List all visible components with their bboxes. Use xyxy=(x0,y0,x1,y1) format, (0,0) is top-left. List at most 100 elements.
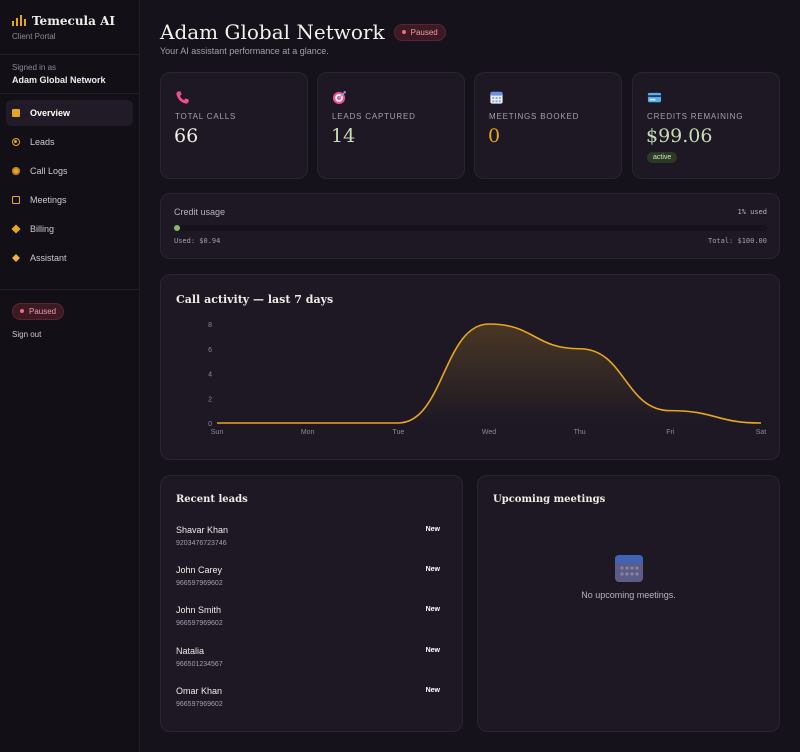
lead-status: New xyxy=(425,687,440,694)
page-header: Adam Global Network Paused xyxy=(160,20,446,44)
stat-value: 0 xyxy=(488,125,501,147)
list-item[interactable]: Shavar Khan 9203476723746 New xyxy=(176,525,440,555)
status-dot-icon xyxy=(20,309,24,313)
chart-title: Call activity — last 7 days xyxy=(176,293,334,306)
credit-used-text: Used: $0.94 xyxy=(174,237,221,245)
recent-leads-title: Recent leads xyxy=(176,494,248,505)
stat-card-meetings-booked: MEETINGS BOOKED 0 xyxy=(474,72,622,179)
x-tick-label: Thu xyxy=(574,429,586,436)
lead-phone: 9203476723746 xyxy=(176,540,227,547)
sidebar-item-assistant[interactable]: Assistant xyxy=(6,245,133,271)
account-info: Signed in as Adam Global Network xyxy=(0,55,139,93)
upcoming-meetings-card: Upcoming meetings No upcoming meetings. xyxy=(477,475,780,732)
target-icon xyxy=(332,91,346,105)
lead-phone: 966501234567 xyxy=(176,661,223,668)
list-item[interactable]: John Smith 966597969602 New xyxy=(176,605,440,635)
lead-phone: 966597969602 xyxy=(176,580,223,587)
page-title: Adam Global Network xyxy=(160,20,385,44)
active-badge: active xyxy=(647,152,678,163)
x-tick-label: Mon xyxy=(301,429,315,436)
stat-value: 66 xyxy=(174,125,199,147)
y-tick-label: 2 xyxy=(208,396,212,403)
sidebar-item-call-logs[interactable]: Call Logs xyxy=(6,158,133,184)
lead-phone: 966597969602 xyxy=(176,620,223,627)
sidebar-item-billing[interactable]: Billing xyxy=(6,216,133,242)
sidebar-item-label: Assistant xyxy=(30,253,67,263)
lead-name: John Carey xyxy=(176,565,223,575)
divider xyxy=(0,54,139,55)
phone-icon xyxy=(176,91,189,104)
sidebar-item-meetings[interactable]: Meetings xyxy=(6,187,133,213)
stat-label: LEADS CAPTURED xyxy=(332,112,416,121)
call-activity-card: Call activity — last 7 days 0 2 4 6 8 Sun Mon T… xyxy=(160,274,780,460)
lead-name: Shavar Khan xyxy=(176,525,229,535)
calendar-icon xyxy=(12,196,20,204)
account-name: Adam Global Network xyxy=(12,75,106,85)
stat-value: 14 xyxy=(331,125,356,147)
credit-usage-card: Credit usage 1% used Used: $0.94 Total: … xyxy=(160,193,780,259)
sidebar: Temecula AI Client Portal Signed in as A… xyxy=(0,0,140,752)
y-tick-label: 8 xyxy=(208,322,212,329)
credit-total-text: Total: $100.00 xyxy=(707,237,767,245)
stat-card-total-calls: TOTAL CALLS 66 xyxy=(160,72,308,179)
lead-status: New xyxy=(425,526,440,533)
stat-label: MEETINGS BOOKED xyxy=(489,112,580,121)
credit-usage-fill xyxy=(174,225,180,231)
lead-name: John Smith xyxy=(176,605,222,615)
list-item[interactable]: Omar Khan 966597969602 New xyxy=(176,686,440,716)
divider xyxy=(0,93,139,94)
sidebar-footer: Paused Sign out xyxy=(12,300,65,339)
lead-status: New xyxy=(425,647,440,654)
lead-status: New xyxy=(425,566,440,573)
sidebar-item-label: Meetings xyxy=(30,195,67,205)
status-badge: Paused xyxy=(12,302,65,320)
status-badge: Paused xyxy=(393,23,446,41)
lead-name: Natalia xyxy=(176,646,205,656)
call-activity-chart: 0 2 4 6 8 Sun Mon Tue Wed Thu Fri Sat xyxy=(208,322,767,436)
brand-subtitle: Client Portal xyxy=(12,32,56,41)
credit-usage-label: Credit usage xyxy=(174,207,226,217)
bar-chart-logo-icon xyxy=(12,15,26,26)
chart-series-line xyxy=(217,323,762,424)
x-tick-label: Tue xyxy=(392,429,404,436)
list-item[interactable]: John Carey 966597969602 New xyxy=(176,565,440,595)
y-tick-label: 4 xyxy=(208,372,212,379)
signed-in-label: Signed in as xyxy=(12,63,57,72)
status-badge-label: Paused xyxy=(410,27,438,37)
divider xyxy=(0,289,139,290)
calendar-icon xyxy=(490,91,503,104)
stat-label: CREDITS REMAINING xyxy=(647,112,744,121)
x-tick-label: Sun xyxy=(211,429,224,436)
phone-log-icon xyxy=(12,167,20,175)
brand: Temecula AI xyxy=(0,0,139,28)
sidebar-item-label: Call Logs xyxy=(30,166,68,176)
sidebar-item-overview[interactable]: Overview xyxy=(6,100,133,126)
status-dot-icon xyxy=(401,30,406,34)
overview-icon xyxy=(12,109,20,117)
credit-card-icon xyxy=(647,92,662,103)
sidebar-item-leads[interactable]: Leads xyxy=(6,129,133,155)
target-icon xyxy=(12,138,20,146)
sidebar-item-label: Billing xyxy=(30,224,55,234)
page-subtitle: Your AI assistant performance at a glanc… xyxy=(160,46,329,56)
sign-out-link[interactable]: Sign out xyxy=(12,329,42,339)
sidebar-item-label: Leads xyxy=(30,137,55,147)
list-item[interactable]: Natalia 966501234567 New xyxy=(176,646,440,676)
lead-name: Omar Khan xyxy=(176,686,223,696)
x-tick-label: Sat xyxy=(756,429,767,436)
credit-usage-bar xyxy=(174,225,767,231)
status-badge-label: Paused xyxy=(29,306,57,316)
chart-area-fill xyxy=(217,324,761,423)
billing-icon xyxy=(11,224,21,234)
empty-state-text: No upcoming meetings. xyxy=(581,590,676,600)
stat-value: $99.06 xyxy=(646,125,713,147)
sidebar-nav: Overview Leads Call Logs Meetings Billin… xyxy=(0,94,139,280)
brand-name: Temecula AI xyxy=(32,13,115,28)
sparkle-icon xyxy=(12,254,20,262)
x-tick-label: Wed xyxy=(482,429,496,436)
lead-status: New xyxy=(425,606,440,613)
sidebar-item-label: Overview xyxy=(30,108,71,118)
stat-label: TOTAL CALLS xyxy=(175,112,237,121)
upcoming-meetings-title: Upcoming meetings xyxy=(493,494,606,505)
calendar-icon xyxy=(615,555,643,582)
